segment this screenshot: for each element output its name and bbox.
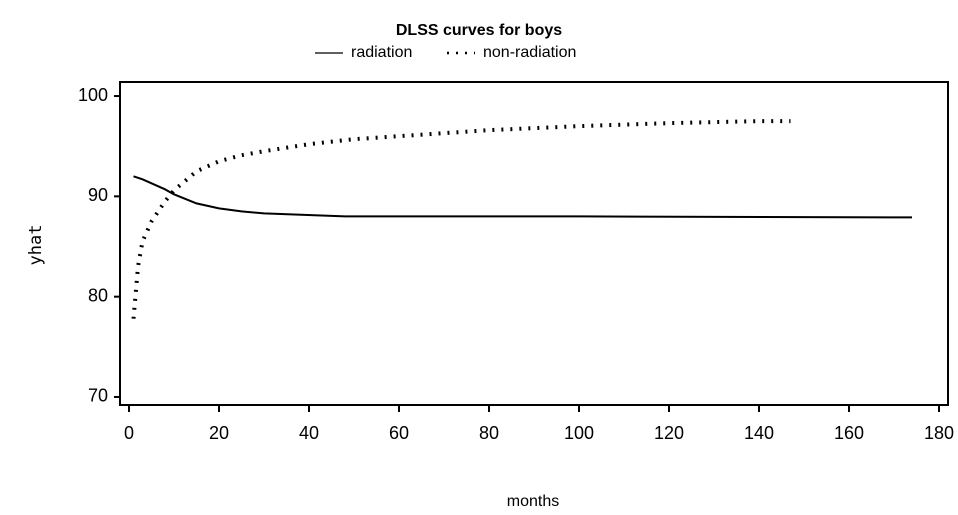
- y-tick-label: 80: [88, 285, 108, 305]
- y-axis-label: yhat: [26, 225, 46, 266]
- y-tick-label: 100: [78, 85, 108, 105]
- series-line: [133, 175, 913, 219]
- plot-frame: [119, 81, 949, 406]
- x-tick-label: 20: [209, 423, 229, 443]
- x-tick-label: 0: [124, 423, 134, 443]
- x-tick-label: 40: [299, 423, 319, 443]
- x-tick-label: 80: [479, 423, 499, 443]
- x-tick-label: 180: [924, 423, 954, 443]
- chart-title: DLSS curves for boys: [396, 22, 562, 39]
- x-axis-label: months: [507, 493, 559, 510]
- x-tick-label: 100: [564, 423, 594, 443]
- x-tick-label: 160: [834, 423, 864, 443]
- y-tick-label: 90: [88, 185, 108, 205]
- y-tick-label: 70: [88, 386, 108, 406]
- series-line: [131, 119, 791, 319]
- x-tick-label: 140: [744, 423, 774, 443]
- legend-label: non-radiation: [483, 44, 576, 61]
- x-tick-label: 60: [389, 423, 409, 443]
- x-tick-label: 120: [654, 423, 684, 443]
- legend-label: radiation: [351, 44, 412, 61]
